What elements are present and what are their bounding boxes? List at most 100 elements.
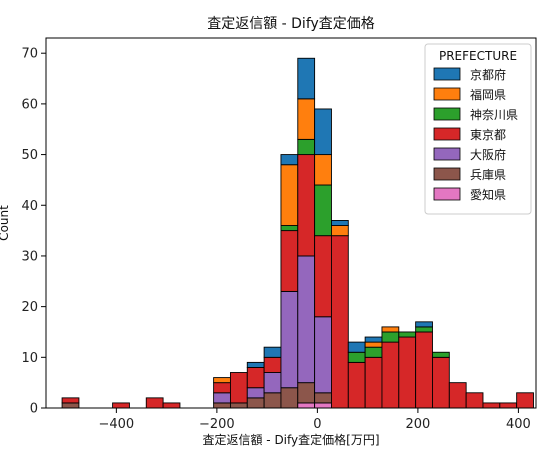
bar-segment-3-bin-26 [499,402,518,409]
bar-segment-1-bin-14 [297,382,316,404]
bar-segment-6-bin-18 [364,336,383,343]
y-tick-label-4: 40 [21,199,38,214]
bar-segment-6-bin-17 [347,341,366,353]
bar-segment-4-bin-22 [432,351,450,358]
x-tick-label-0: −400 [98,417,134,432]
bars-layer [61,57,534,409]
bar-segment-5-bin-15 [314,154,332,186]
y-tick-label-7: 70 [21,47,38,62]
y-tick-label-3: 30 [21,249,38,264]
bar-segment-6-bin-14 [297,57,316,100]
y-axis-ticks: 0 10 20 30 40 50 60 70 [21,47,46,417]
bar-segment-3-bin-9 [213,382,231,394]
legend-label-5: 兵庫県 [470,168,506,182]
bar-segment-5-bin-9 [213,377,231,384]
bar-segment-4-bin-21 [415,326,433,333]
bar-segment-3-bin-24 [465,392,484,409]
bar-segment-3-bin-21 [415,331,433,409]
y-tick-label-5: 50 [21,148,38,163]
legend-title: PREFECTURE [439,49,517,63]
x-tick-label-1: −200 [199,417,235,432]
y-tick-label-6: 60 [21,97,38,112]
bar-segment-1-bin-13 [280,387,299,409]
plot-frame [45,37,537,409]
y-tick-label-1: 10 [21,351,38,366]
bar-segment-3-bin-27 [516,392,534,409]
bar-segment-3-bin-15 [314,235,332,318]
bar-segment-3-bin-20 [398,336,417,409]
legend-label-2: 神奈川県 [470,108,518,122]
bar-segment-4-bin-19 [381,331,400,343]
x-axis-label: 査定返信額 - Dify査定価格[万円] [202,432,379,447]
legend-label-3: 東京都 [470,128,506,142]
y-axis-label: Count [0,205,11,241]
bar-segment-4-bin-18 [364,346,383,358]
x-tick-label-4: 400 [506,417,531,432]
chart-title: 査定返信額 - Dify査定価格 [207,16,375,32]
bar-segment-3-bin-12 [263,356,282,373]
legend-label-4: 大阪府 [470,147,506,162]
bar-segment-6-bin-11 [246,361,265,368]
bar-segment-6-bin-13 [280,154,299,166]
bar-segment-5-bin-18 [364,341,383,348]
legend-swatch-4 [433,147,461,161]
bar-segment-3-bin-10 [229,372,248,404]
bar-segment-2-bin-15 [314,316,332,394]
bar-segment-6-bin-12 [263,346,282,358]
legend-swatch-0 [433,67,461,81]
bar-segment-6-bin-15 [314,108,332,156]
bar-segment-3-bin-18 [364,356,383,409]
bar-segment-0-bin-14 [297,402,316,409]
bar-segment-2-bin-12 [263,372,282,394]
bar-segment-2-bin-13 [280,290,299,389]
bar-segment-0-bin-15 [314,402,332,409]
bar-segment-5-bin-13 [280,164,299,226]
bar-segment-3-bin-11 [246,367,265,389]
legend-swatch-1 [433,87,461,101]
y-tick-label-2: 20 [21,300,38,315]
bar-segment-3-bin-5 [145,397,164,409]
bar-segment-3-bin-13 [280,230,299,292]
bar-segment-2-bin-11 [246,387,265,399]
bar-segment-4-bin-13 [280,225,299,232]
legend-label-0: 京都府 [470,67,506,82]
bar-segment-1-bin-10 [229,402,248,409]
bar-segment-3-bin-22 [432,356,450,409]
bar-segment-3-bin-25 [482,402,501,409]
bar-segment-1-bin-0 [61,402,80,409]
legend-swatch-2 [433,107,461,121]
bar-segment-3-bin-17 [347,361,366,409]
bar-segment-3-bin-19 [381,341,400,409]
bar-segment-2-bin-9 [213,392,231,404]
bar-segment-4-bin-15 [314,184,332,237]
legend-label-1: 福岡県 [470,87,506,102]
legend-swatch-5 [433,167,461,181]
bar-segment-5-bin-14 [297,98,316,140]
bar-segment-1-bin-11 [246,397,265,409]
x-tick-label-3: 200 [405,417,430,432]
bar-segment-2-bin-14 [297,255,316,384]
bar-segment-3-bin-16 [331,235,349,409]
bar-segment-6-bin-16 [331,220,349,226]
legend-swatch-6 [433,187,461,201]
bar-segment-1-bin-15 [314,392,332,404]
x-tick-label-2: 0 [313,417,321,432]
legend-swatch-3 [433,127,461,141]
bar-segment-1-bin-12 [263,392,282,409]
bar-segment-4-bin-14 [297,138,316,156]
bar-segment-3-bin-0 [61,397,80,404]
bar-segment-4-bin-17 [347,351,366,363]
bar-segment-3-bin-3 [112,402,130,409]
bar-segment-3-bin-23 [448,382,467,409]
bar-segment-5-bin-19 [381,326,400,333]
bar-segment-3-bin-6 [162,402,181,409]
y-tick-label-0: 0 [30,402,38,417]
bar-segment-6-bin-21 [415,321,433,328]
bar-segment-3-bin-14 [297,154,316,257]
bar-segment-1-bin-9 [213,402,231,409]
legend-label-6: 愛知県 [470,188,506,202]
bar-segment-4-bin-20 [398,331,417,338]
